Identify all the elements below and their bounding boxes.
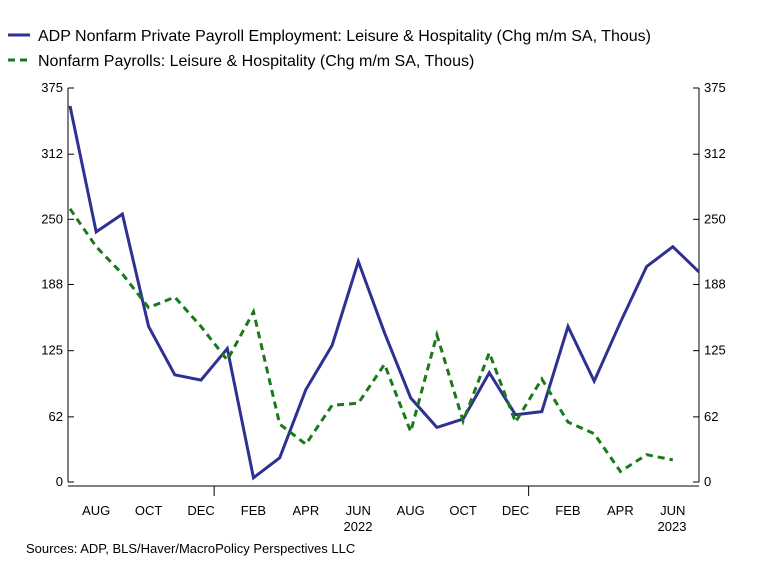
series-lines	[68, 105, 701, 481]
y-tick-label-right: 125	[704, 343, 726, 358]
legend: ADP Nonfarm Private Payroll Employment: …	[8, 28, 651, 70]
legend-label-adp: ADP Nonfarm Private Payroll Employment: …	[38, 28, 651, 45]
y-tick-label-right: 62	[704, 409, 718, 424]
x-tick-label: DEC	[187, 503, 214, 518]
y-tick-label-left: 312	[41, 146, 63, 161]
x-tick-label: AUG	[82, 503, 110, 518]
series-line-nfp	[68, 207, 674, 474]
year-label-2022: 2022	[344, 519, 373, 534]
source-note: Sources: ADP, BLS/Haver/MacroPolicy Pers…	[26, 541, 355, 556]
x-axis-ticks: AUG OCT DEC FEB APR JUN AUG OCT DEC FEB APR JUN	[82, 486, 685, 518]
y-tick-label-left: 188	[41, 276, 63, 291]
x-tick-label: JUN	[346, 503, 371, 518]
y-tick-label-left: 125	[41, 343, 63, 358]
x-tick-label: OCT	[135, 503, 163, 518]
y-tick-label-right: 375	[704, 80, 726, 95]
y-tick-label-right: 250	[704, 211, 726, 226]
y-tick-label-left: 375	[41, 80, 63, 95]
x-tick-label: APR	[607, 503, 634, 518]
y-axis-ticks: 375 375 312 312 250 250 188 188 125 125 62 62 0 0	[41, 80, 725, 489]
legend-label-nfp: Nonfarm Payrolls: Leisure & Hospitality …	[38, 53, 474, 70]
x-tick-label: AUG	[397, 503, 425, 518]
x-tick-label: DEC	[502, 503, 529, 518]
x-tick-label: FEB	[555, 503, 580, 518]
y-tick-label-right: 312	[704, 146, 726, 161]
x-tick-label: APR	[293, 503, 320, 518]
y-tick-label-right: 0	[704, 474, 711, 489]
y-tick-label-left: 62	[49, 409, 63, 424]
series-line-adp	[68, 105, 701, 481]
y-tick-label-left: 250	[41, 211, 63, 226]
x-tick-label: JUN	[660, 503, 685, 518]
x-tick-label: FEB	[241, 503, 266, 518]
y-tick-label-left: 0	[56, 474, 63, 489]
year-label-2023: 2023	[658, 519, 687, 534]
x-tick-label: OCT	[449, 503, 477, 518]
y-tick-label-right: 188	[704, 276, 726, 291]
